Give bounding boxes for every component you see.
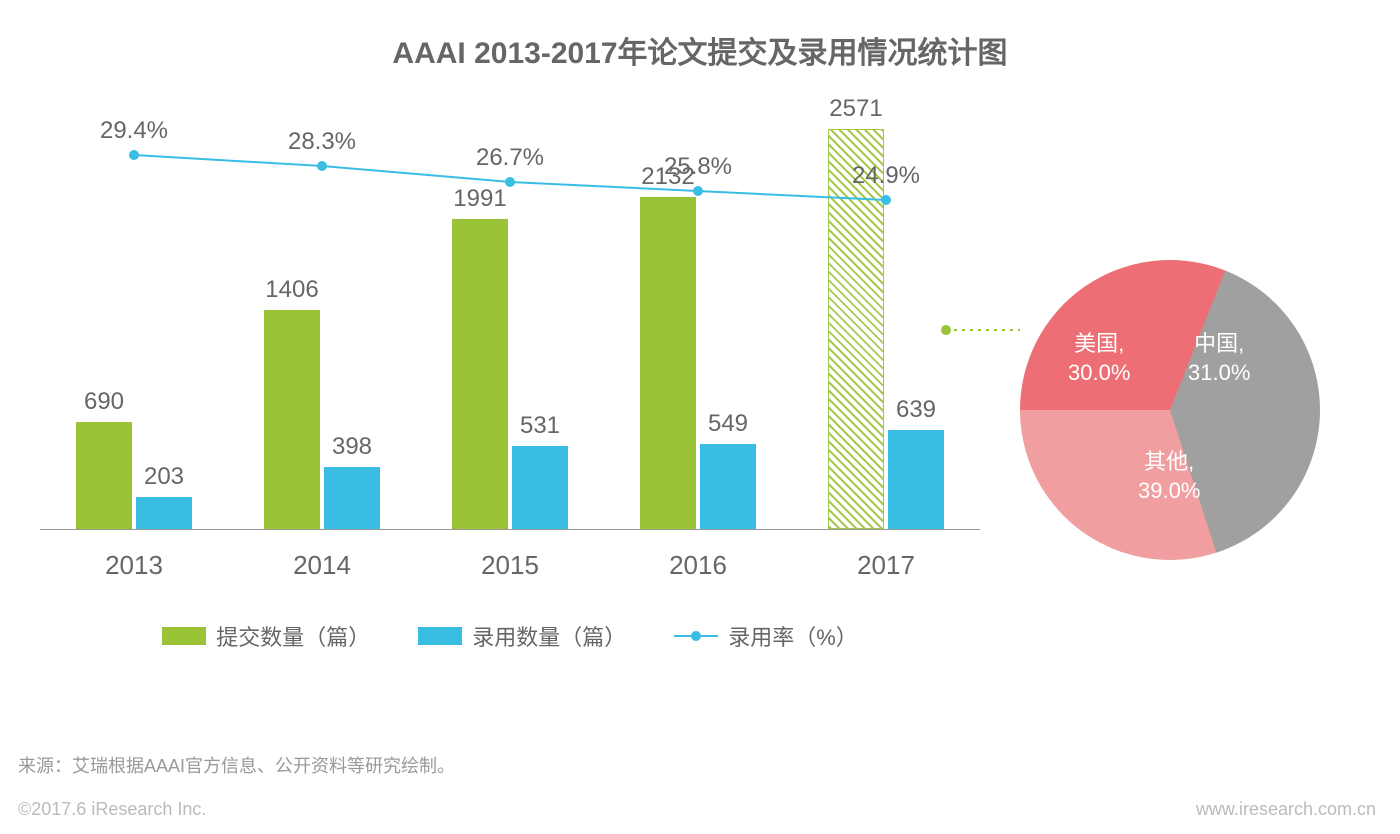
legend-label: 录用数量（篇） <box>472 620 626 652</box>
rate-label: 26.7% <box>450 144 570 172</box>
legend-item: 提交数量（篇） <box>162 620 370 652</box>
chart-title: AAAI 2013-2017年论文提交及录用情况统计图 <box>0 0 1400 72</box>
rate-label: 29.4% <box>74 117 194 145</box>
source-text: 来源：艾瑞根据AAAI官方信息、公开资料等研究绘制。 <box>18 752 455 778</box>
rate-label: 24.9% <box>826 162 946 190</box>
xaxis-label: 2013 <box>40 550 228 581</box>
xaxis-label: 2014 <box>228 550 416 581</box>
rate-label: 25.8% <box>638 153 758 181</box>
xaxis-label: 2017 <box>792 550 980 581</box>
pie-slice-label: 其他,39.0% <box>1138 448 1200 505</box>
legend-label: 录用率（%） <box>728 620 858 652</box>
legend-swatch <box>162 627 206 645</box>
legend-item: 录用率（%） <box>674 620 858 652</box>
pie-slice-label: 中国,31.0% <box>1188 330 1250 387</box>
xaxis-label: 2016 <box>604 550 792 581</box>
footer-url: www.iresearch.com.cn <box>1196 799 1376 820</box>
pie-chart: 中国,31.0% 其他,39.0% 美国,30.0% <box>1020 260 1320 560</box>
xaxis-label: 2015 <box>416 550 604 581</box>
legend-item: 录用数量（篇） <box>418 620 626 652</box>
legend: 提交数量（篇） 录用数量（篇） 录用率（%） <box>40 620 980 652</box>
bar-line-chart: 6902031406398199153121325492571639 20132… <box>40 110 980 630</box>
legend-label: 提交数量（篇） <box>216 620 370 652</box>
legend-swatch <box>674 627 718 645</box>
pie-slice-label: 美国,30.0% <box>1068 330 1130 387</box>
legend-swatch <box>418 627 462 645</box>
rate-label: 28.3% <box>262 128 382 156</box>
footer-copyright: ©2017.6 iResearch Inc. <box>18 799 206 820</box>
